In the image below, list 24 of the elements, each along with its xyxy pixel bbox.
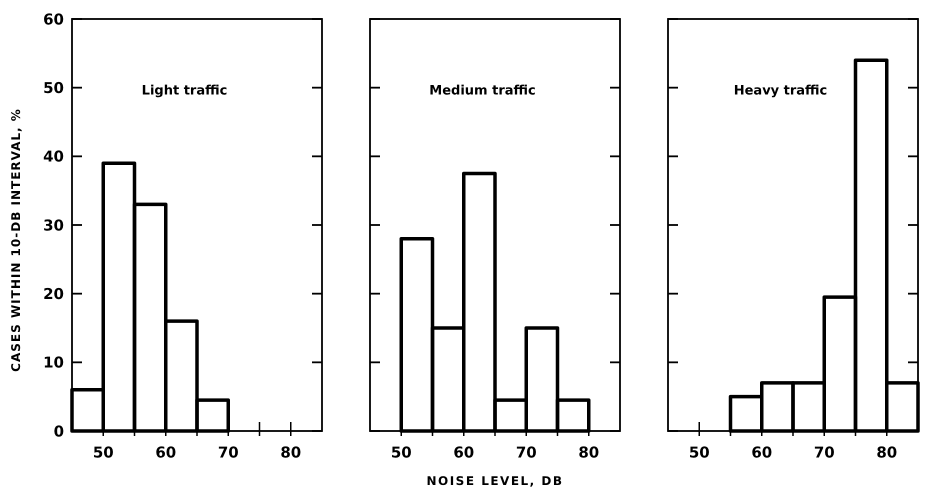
- x-tick-label: 70: [814, 444, 835, 462]
- y-tick-label: 50: [43, 78, 64, 97]
- x-tick-label: 50: [390, 444, 412, 462]
- x-tick-label: 60: [453, 444, 474, 462]
- text: Light traffic: [142, 84, 228, 99]
- x-tick-label: 60: [751, 444, 772, 462]
- x-axis-title: NOISE LEVEL, DB: [426, 474, 564, 488]
- x-tick-label: 70: [218, 444, 239, 462]
- x-tick-label: 80: [578, 444, 600, 462]
- y-tick-label: 0: [54, 422, 64, 440]
- y-tick-label: 30: [43, 216, 64, 234]
- text: Heavy traffic: [734, 84, 828, 99]
- y-tick-label: 20: [43, 284, 64, 303]
- y-tick-label: 40: [43, 148, 64, 166]
- x-tick-label: 80: [876, 444, 898, 462]
- x-tick-label: 80: [280, 444, 302, 462]
- y-tick-label: 60: [43, 10, 64, 28]
- x-tick-label: 60: [155, 444, 176, 462]
- x-tick-label: 50: [688, 444, 710, 462]
- text: Medium traffic: [429, 84, 536, 99]
- x-tick-label: 70: [516, 444, 537, 462]
- x-tick-label: 50: [92, 444, 114, 462]
- y-tick-label: 10: [43, 354, 64, 372]
- y-axis-title: CASES WITHIN 10-DB INTERVAL, %: [9, 108, 23, 372]
